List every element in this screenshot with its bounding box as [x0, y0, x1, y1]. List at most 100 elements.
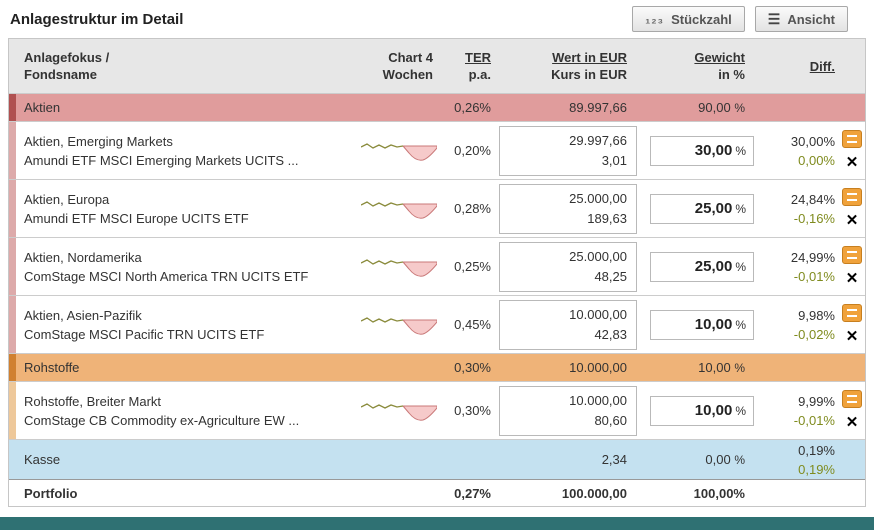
remove-button[interactable]: ✕: [842, 211, 862, 229]
category-stripe: [9, 94, 16, 121]
gewicht-value: 0,00 %: [705, 452, 745, 467]
equalize-button[interactable]: [842, 304, 862, 322]
fund-stripe: [9, 180, 16, 237]
equalize-icon: [847, 395, 857, 403]
wert-value: 89.997,66: [569, 100, 627, 115]
weight-input[interactable]: [670, 316, 733, 333]
total-wert: 100.000,00: [561, 485, 627, 501]
category-row-rohstoffe: Rohstoffe 0,30% 10.000,00 10,00 %: [9, 353, 865, 381]
diff-actual: 24,99%: [790, 249, 835, 265]
equalize-button[interactable]: [842, 130, 862, 148]
fund-stripe: [9, 296, 16, 353]
ter-value: 0,28%: [454, 201, 491, 216]
percent-sign: %: [735, 403, 746, 418]
diff-deviation: -0,02%: [793, 326, 835, 342]
gewicht-value: 10,00 %: [698, 360, 745, 375]
category-name: Rohstoffe: [24, 360, 80, 375]
ter-value: 0,30%: [454, 360, 491, 375]
header-diff[interactable]: Diff.: [809, 58, 835, 74]
wert-kurs-box: 10.000,00 42,83: [499, 299, 637, 350]
sparkline-chart: [361, 142, 437, 161]
wert-value: 2,34: [601, 452, 627, 467]
fund-name-label: Amundi ETF MSCI Emerging Markets UCITS .…: [24, 152, 299, 168]
remove-button[interactable]: ✕: [842, 327, 862, 345]
header-gewicht[interactable]: Gewicht in %: [694, 50, 745, 82]
kurs-value: 3,01: [601, 152, 627, 168]
weight-input[interactable]: [670, 142, 733, 159]
weight-box: %: [650, 309, 754, 340]
category-name: Aktien: [24, 100, 61, 115]
title-bar: Anlagestruktur im Detail ₁₂₃ Stückzahl ☰…: [8, 0, 866, 38]
total-gewicht: 100,00%: [693, 485, 745, 501]
header-ter[interactable]: TER p.a.: [465, 50, 491, 82]
diff-actual: 30,00%: [790, 133, 835, 149]
wert-value: 10.000,00: [569, 306, 627, 322]
fund-row-asien-pazifik: Aktien, Asien-Pazifik ComStage MSCI Paci…: [9, 295, 865, 353]
header-chart: Chart 4 Wochen: [382, 50, 433, 82]
kurs-value: 189,63: [587, 210, 627, 226]
total-label: Portfolio: [24, 485, 78, 501]
fund-name-label: ComStage MSCI North America TRN UCITS ET…: [24, 268, 309, 284]
diff-deviation: 0,19%: [798, 461, 835, 477]
diff-deviation: -0,01%: [793, 268, 835, 284]
diff-actual: 9,98%: [798, 307, 835, 323]
fund-name-label: ComStage CB Commodity ex-Agriculture EW …: [24, 412, 300, 428]
toolbar: ₁₂₃ Stückzahl ☰ Ansicht: [632, 6, 848, 32]
cash-row-kasse: Kasse 2,34 0,00 % 0,19% 0,19%: [9, 439, 865, 479]
page-title: Anlagestruktur im Detail: [10, 10, 184, 28]
wert-value: 25.000,00: [569, 190, 627, 206]
percent-sign: %: [735, 317, 746, 332]
ter-value: 0,26%: [454, 100, 491, 115]
category-stripe: [9, 354, 16, 381]
header-anlagefokus: Anlagefokus / Fondsname: [24, 50, 110, 82]
weight-input[interactable]: [670, 258, 733, 275]
kurs-value: 80,60: [594, 412, 627, 428]
fund-row-nordamerika: Aktien, Nordamerika ComStage MSCI North …: [9, 237, 865, 295]
kurs-value: 48,25: [594, 268, 627, 284]
kurs-value: 42,83: [594, 326, 627, 342]
bottom-bar: [0, 517, 874, 530]
wert-kurs-box: 25.000,00 189,63: [499, 183, 637, 234]
total-row-portfolio: Portfolio 0,27% 100.000,00 100,00%: [9, 479, 865, 506]
equalize-button[interactable]: [842, 390, 862, 408]
wert-value: 29.997,66: [569, 132, 627, 148]
weight-box: %: [650, 395, 754, 426]
cash-name: Kasse: [24, 452, 61, 467]
fund-stripe: [9, 122, 16, 179]
weight-box: %: [650, 193, 754, 224]
header-wert[interactable]: Wert in EUR Kurs in EUR: [551, 50, 627, 82]
stueckzahl-button[interactable]: ₁₂₃ Stückzahl: [632, 6, 745, 32]
equalize-icon: [847, 251, 857, 259]
remove-button[interactable]: ✕: [842, 153, 862, 171]
fund-focus-label: Aktien, Emerging Markets: [24, 133, 173, 149]
fund-stripe: [9, 238, 16, 295]
equalize-button[interactable]: [842, 246, 862, 264]
ter-value: 0,30%: [454, 403, 491, 418]
header-actions: [839, 56, 865, 76]
total-ter: 0,27%: [454, 485, 491, 501]
equalize-button[interactable]: [842, 188, 862, 206]
fund-focus-label: Aktien, Asien-Pazifik: [24, 307, 142, 323]
diff-actual: 0,19%: [798, 442, 835, 458]
category-row-aktien: Aktien 0,26% 89.997,66 90,00 %: [9, 93, 865, 121]
wert-value: 10.000,00: [569, 392, 627, 408]
weight-input[interactable]: [670, 402, 733, 419]
diff-deviation: 0,00%: [798, 152, 835, 168]
table-header: Anlagefokus / Fondsname Chart 4 Wochen T…: [9, 39, 865, 93]
equalize-icon: [847, 309, 857, 317]
ter-value: 0,20%: [454, 143, 491, 158]
ansicht-button[interactable]: ☰ Ansicht: [754, 6, 848, 32]
gewicht-value: 90,00 %: [698, 100, 745, 115]
stueckzahl-label: Stückzahl: [671, 11, 732, 27]
percent-sign: %: [734, 101, 745, 115]
cash-stripe: [9, 440, 16, 479]
percent-sign: %: [734, 453, 745, 467]
wert-kurs-box: 29.997,66 3,01: [499, 125, 637, 176]
portfolio-table: Anlagefokus / Fondsname Chart 4 Wochen T…: [8, 38, 866, 507]
wert-value: 10.000,00: [569, 360, 627, 375]
remove-button[interactable]: ✕: [842, 269, 862, 287]
percent-sign: %: [735, 259, 746, 274]
remove-button[interactable]: ✕: [842, 413, 862, 431]
equalize-icon: [847, 193, 857, 201]
weight-input[interactable]: [670, 200, 733, 217]
